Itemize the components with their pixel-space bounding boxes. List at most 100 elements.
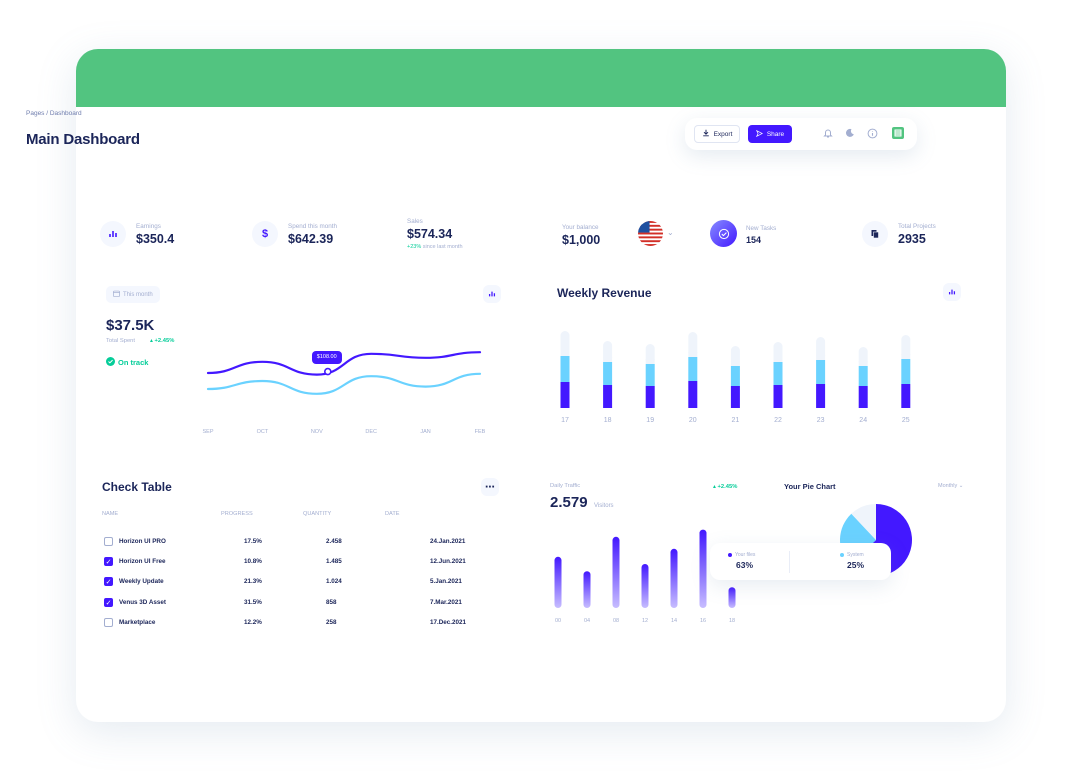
legend-item-system: System bbox=[840, 552, 864, 558]
row-checkbox[interactable]: ✓ bbox=[104, 598, 113, 607]
x-tick-label: 04 bbox=[584, 618, 590, 624]
legend-dot bbox=[840, 553, 844, 557]
row-checkbox[interactable] bbox=[104, 618, 113, 627]
cell-name: Marketplace bbox=[119, 619, 156, 626]
traffic-bar bbox=[728, 587, 736, 608]
bar-segment bbox=[645, 364, 655, 386]
earnings-label: Earnings bbox=[136, 223, 161, 230]
page-title: Main Dashboard bbox=[26, 131, 140, 148]
column-header-progress[interactable]: PROGRESS bbox=[221, 511, 253, 517]
tasks-label: New Tasks bbox=[746, 225, 777, 232]
x-tick-label: 18 bbox=[729, 618, 735, 624]
traffic-bar bbox=[583, 571, 591, 608]
x-tick-label: OCT bbox=[257, 429, 269, 435]
cell-quantity: 1.485 bbox=[326, 558, 342, 565]
x-tick-label: 08 bbox=[613, 618, 619, 624]
x-tick-label: 16 bbox=[700, 618, 706, 624]
pie-period-select[interactable]: Monthly ⌄ bbox=[938, 483, 963, 489]
table-row[interactable]: Horizon UI PRO 17.5% 2.458 24.Jan.2021 bbox=[102, 536, 482, 548]
info-icon[interactable] bbox=[866, 127, 878, 139]
traffic-change-value: +2.45% bbox=[717, 484, 738, 490]
bar-segment bbox=[560, 382, 570, 408]
legend-value-system: 25% bbox=[847, 560, 865, 570]
breadcrumb[interactable]: Pages / Dashboard bbox=[26, 110, 82, 117]
moon-icon[interactable] bbox=[844, 127, 856, 139]
more-icon[interactable]: ⋯ bbox=[481, 478, 499, 496]
highlight-point[interactable] bbox=[324, 367, 332, 376]
bar-chart-icon[interactable] bbox=[943, 283, 961, 301]
cell-date: 12.Jun.2021 bbox=[430, 558, 466, 565]
bar-segment-cap bbox=[645, 359, 655, 364]
cell-name: Horizon UI Free bbox=[119, 558, 166, 565]
chevron-down-icon[interactable]: ⌄ bbox=[667, 228, 674, 237]
bar-segment bbox=[816, 360, 826, 384]
sales-label: Sales bbox=[407, 218, 423, 225]
bar-segment bbox=[560, 331, 570, 356]
us-flag-icon[interactable] bbox=[638, 221, 663, 246]
share-label: Share bbox=[766, 130, 785, 138]
series-line-primary bbox=[206, 351, 482, 376]
legend-divider bbox=[789, 551, 790, 573]
total-spent-change: ▴ +2.45% bbox=[150, 338, 174, 344]
daily-traffic-chart: 00 04 08 12 14 16 18 bbox=[554, 529, 736, 624]
up-arrow-icon: ▴ bbox=[150, 338, 153, 344]
sales-change: +23% bbox=[407, 244, 422, 250]
cell-name: Weekly Update bbox=[119, 578, 164, 585]
bell-icon[interactable] bbox=[822, 127, 834, 139]
top-banner bbox=[76, 49, 1006, 107]
total-spent-line-chart: SEP OCT NOV DEC JAN FEB bbox=[202, 351, 486, 435]
cell-date: 24.Jan.2021 bbox=[430, 538, 466, 545]
app-icon[interactable] bbox=[891, 126, 905, 140]
table-row[interactable]: ✓ Horizon UI Free 10.8% 1.485 12.Jun.2021 bbox=[102, 556, 482, 568]
column-header-quantity[interactable]: QUANTITY bbox=[303, 511, 332, 517]
bar-segment bbox=[730, 366, 740, 386]
cell-quantity: 258 bbox=[326, 619, 337, 626]
row-checkbox[interactable]: ✓ bbox=[104, 577, 113, 586]
sales-note-text: since last month bbox=[422, 244, 463, 250]
projects-label: Total Projects bbox=[898, 223, 936, 230]
column-header-name[interactable]: NAME bbox=[102, 511, 119, 517]
column-header-date[interactable]: DATE bbox=[385, 511, 400, 517]
balance-value: $1,000 bbox=[562, 233, 601, 247]
spend-value: $642.39 bbox=[288, 232, 334, 246]
x-tick-label: NOV bbox=[311, 429, 323, 435]
bar-segment-cap bbox=[816, 355, 826, 360]
cell-date: 5.Jan.2021 bbox=[430, 578, 462, 585]
x-tick-label: 17 bbox=[561, 417, 569, 424]
x-tick-label: 19 bbox=[646, 417, 654, 424]
table-row[interactable]: ✓ Venus 3D Asset 31.5% 858 7.Mar.2021 bbox=[102, 597, 482, 609]
x-tick-label: 18 bbox=[604, 417, 612, 424]
traffic-bar bbox=[699, 529, 707, 608]
change-value: +2.45% bbox=[154, 338, 175, 344]
bar-segment-cap bbox=[688, 352, 698, 357]
x-tick-label: 23 bbox=[817, 417, 825, 424]
balance-label: Your balance bbox=[562, 224, 599, 231]
x-tick-label: 21 bbox=[732, 417, 740, 424]
x-tick-label: DEC bbox=[365, 429, 377, 435]
daily-traffic-unit: Visitors bbox=[594, 503, 614, 509]
traffic-bar bbox=[670, 548, 678, 608]
bar-chart-icon[interactable] bbox=[483, 285, 501, 303]
projects-value: 2935 bbox=[898, 232, 926, 246]
row-checkbox[interactable]: ✓ bbox=[104, 557, 113, 566]
cell-progress: 17.5% bbox=[244, 538, 262, 545]
traffic-bar bbox=[641, 564, 649, 608]
chart-tooltip: $108.00 bbox=[311, 350, 342, 364]
period-selector[interactable]: This month bbox=[106, 286, 160, 303]
copy-icon bbox=[862, 221, 888, 247]
legend-dot bbox=[728, 553, 732, 557]
table-row[interactable]: ✓ Weekly Update 21.3% 1.024 5.Jan.2021 bbox=[102, 576, 482, 588]
x-tick-label: 24 bbox=[859, 417, 867, 424]
table-row[interactable]: Marketplace 12.2% 258 17.Dec.2021 bbox=[102, 617, 482, 629]
traffic-bar bbox=[554, 556, 562, 608]
spend-label: Spend this month bbox=[288, 223, 338, 230]
sales-note: +23% since last month bbox=[407, 244, 463, 250]
row-checkbox[interactable] bbox=[104, 537, 113, 546]
check-table-title: Check Table bbox=[102, 480, 172, 494]
legend-value-your-files: 63% bbox=[736, 560, 754, 570]
share-button[interactable]: Share bbox=[748, 125, 792, 143]
export-label: Export bbox=[713, 130, 733, 138]
bar-segment bbox=[603, 362, 613, 385]
bar-segment bbox=[730, 386, 740, 408]
export-button[interactable]: Export bbox=[694, 125, 740, 143]
